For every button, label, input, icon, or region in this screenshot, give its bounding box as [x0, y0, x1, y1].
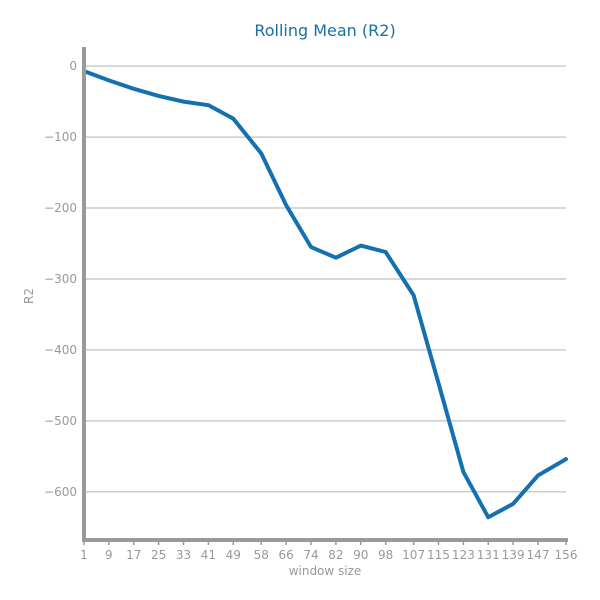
x-tick-label: 9: [105, 548, 113, 562]
x-tick-label: 58: [254, 548, 269, 562]
x-tick-label: 41: [201, 548, 216, 562]
y-tick-label: −400: [44, 343, 77, 357]
x-tick-label: 74: [303, 548, 318, 562]
gridlines: [84, 65, 566, 493]
series-line: [82, 69, 568, 520]
y-tick-label: −100: [44, 130, 77, 144]
x-tick-label: 156: [555, 548, 578, 562]
x-tick-label: 107: [402, 548, 425, 562]
x-tick-label: 49: [226, 548, 241, 562]
x-axis-label: window size: [289, 564, 362, 578]
x-tick-label: 123: [452, 548, 475, 562]
x-tick-label: 90: [353, 548, 368, 562]
x-tick-label: 17: [126, 548, 141, 562]
x-axis-ticks: 1 9 17 25 33 41 49 58 66 74 82 90 98 107 115 123 131 139 1…: [80, 540, 577, 562]
axes: [82, 47, 568, 542]
x-tick-label: 25: [151, 548, 166, 562]
x-tick-label: 33: [176, 548, 191, 562]
y-tick-label: −600: [44, 485, 77, 499]
series-layer: [82, 69, 568, 520]
x-tick-label: 139: [502, 548, 525, 562]
x-tick-label: 147: [527, 548, 550, 562]
y-tick-label: 0: [69, 59, 77, 73]
x-tick-label: 115: [427, 548, 450, 562]
y-axis-label: R2: [22, 288, 36, 304]
y-tick-label: −500: [44, 414, 77, 428]
y-axis-ticks: 0 −100 −200 −300 −400 −500 −600: [44, 59, 77, 499]
x-tick-label: 98: [378, 548, 393, 562]
y-tick-label: −200: [44, 201, 77, 215]
y-tick-label: −300: [44, 272, 77, 286]
x-tick-label: 66: [278, 548, 293, 562]
x-tick-label: 82: [328, 548, 343, 562]
x-tick-label: 131: [477, 548, 500, 562]
x-tick-label: 1: [80, 548, 88, 562]
chart-title: Rolling Mean (R2): [254, 21, 395, 40]
